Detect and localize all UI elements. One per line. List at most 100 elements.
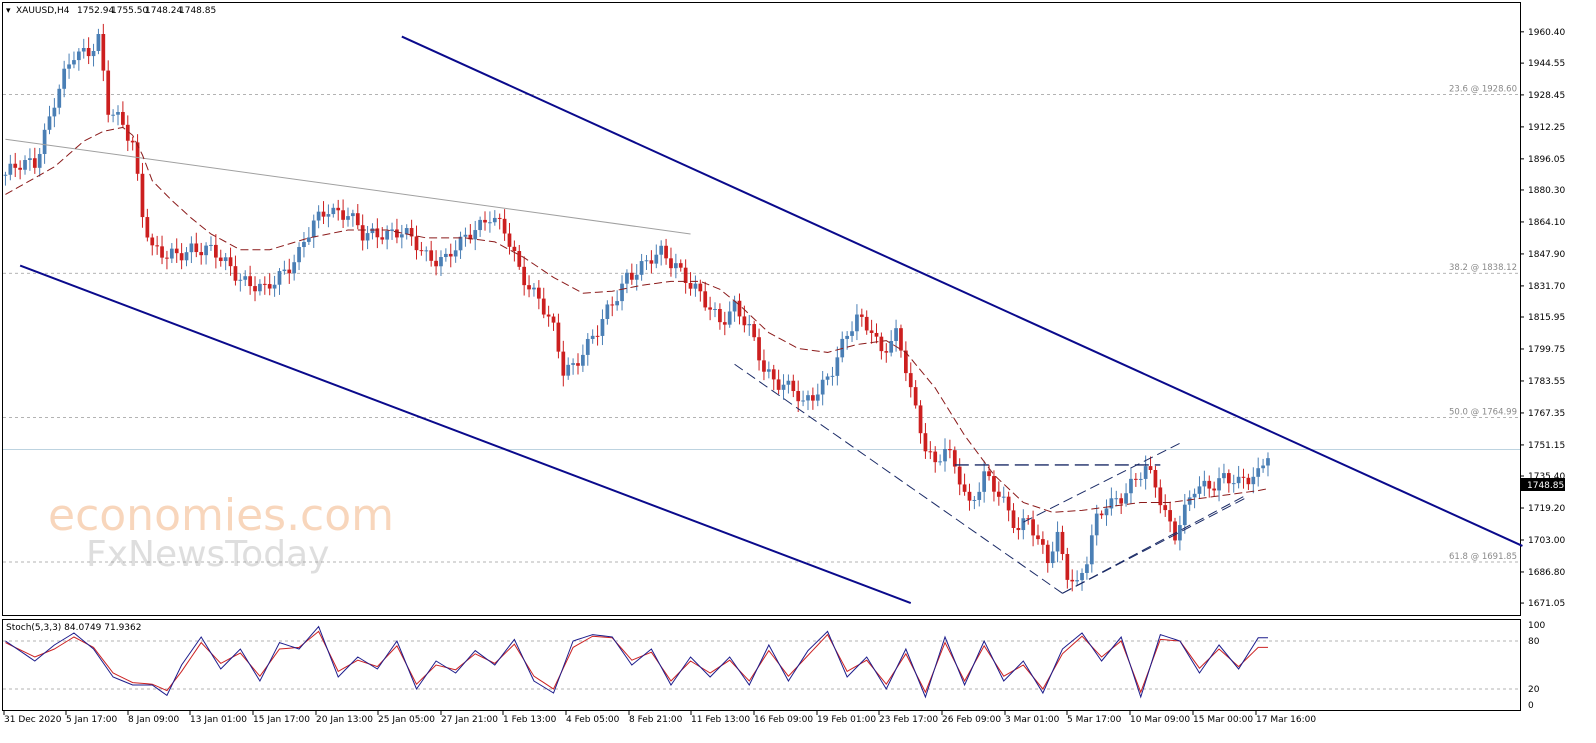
candle-bear	[140, 173, 145, 218]
candle-bull	[243, 276, 248, 280]
candle-bear	[1163, 505, 1168, 511]
candle-bull	[67, 64, 71, 69]
candle-bull	[1197, 486, 1202, 494]
time-tick-label: 8 Jan 09:00	[128, 715, 180, 725]
candle-bear	[106, 70, 111, 115]
candle-bull	[654, 254, 659, 264]
candle-bear	[1065, 554, 1070, 580]
candle-bull	[390, 229, 394, 231]
candle-bull	[1182, 504, 1187, 526]
candle-bull	[1217, 478, 1221, 491]
chart-symbol: XAUUSD,H4	[16, 6, 70, 16]
time-tick-label: 25 Jan 05:00	[378, 715, 435, 725]
candle-bull	[302, 241, 306, 248]
price-tick-label: 1847.90	[1528, 250, 1565, 260]
price-tick-label: 1944.55	[1528, 59, 1565, 69]
candle-bear	[194, 243, 199, 253]
candle-bear	[576, 363, 580, 366]
candle-bull	[1114, 498, 1119, 500]
price-tick-label: 1735.40	[1528, 472, 1565, 482]
candle-bull	[404, 228, 409, 235]
candle-bear	[121, 111, 125, 125]
candle-bull	[292, 262, 297, 274]
candle-bear	[610, 304, 615, 306]
candle-bull	[806, 395, 810, 401]
candle-bull	[693, 283, 698, 289]
candle-bear	[908, 373, 913, 388]
candle-bull	[1251, 476, 1256, 485]
current-price-label: 1748.85	[1527, 481, 1564, 491]
candle-bear	[434, 260, 438, 267]
candle-bull	[282, 269, 287, 272]
stoch-signal-line	[5, 630, 1268, 694]
candle-bear	[483, 219, 487, 223]
candle-bull	[238, 279, 243, 281]
candle-bear	[928, 451, 933, 453]
candle-bear	[419, 250, 424, 252]
stoch-header: Stoch(5,3,3) 84.0749 71.9362	[6, 623, 141, 633]
candle-bull	[845, 335, 849, 339]
candle-bull	[532, 287, 536, 290]
candle-bear	[536, 287, 541, 299]
time-tick-label: 20 Jan 13:00	[316, 715, 373, 725]
candle-bear	[1246, 477, 1251, 485]
candle-bear	[664, 245, 668, 259]
candle-bull	[820, 379, 825, 395]
candle-bear	[1045, 544, 1050, 564]
candle-bull	[1236, 476, 1241, 484]
candle-bull	[57, 88, 62, 108]
candle-bull	[399, 234, 404, 238]
candle-bull	[600, 319, 605, 336]
watermark-economies: economies.com	[48, 490, 394, 541]
candle-bear	[380, 237, 385, 240]
candle-bull	[644, 260, 649, 262]
candle-bear	[165, 257, 169, 259]
ohlc-high: 1755.50	[111, 6, 148, 16]
candle-bull	[1001, 496, 1006, 498]
candle-bull	[385, 230, 390, 240]
candle-bear	[703, 291, 708, 308]
candle-bull	[590, 335, 595, 339]
candle-bear	[18, 167, 22, 170]
grey-trendline	[5, 138, 691, 235]
candle-bear	[341, 210, 345, 220]
candle-bear	[414, 236, 419, 251]
candle-bull	[424, 250, 429, 252]
candle-bull	[1266, 458, 1270, 466]
stoch-tick-label: 20	[1528, 685, 1540, 695]
candle-bull	[47, 116, 52, 130]
candle-bull	[943, 449, 947, 462]
fib-level-label: 61.8 @ 1691.85	[1449, 552, 1517, 562]
rising-channel-dashed-2	[1062, 496, 1249, 594]
candle-bear	[962, 484, 967, 492]
candle-bull	[1055, 531, 1060, 552]
candle-bear	[512, 246, 517, 252]
candle-bull	[1178, 525, 1182, 541]
candle-bear	[1207, 480, 1212, 489]
candle-bear	[145, 217, 150, 238]
candle-bull	[801, 400, 805, 402]
candle-bear	[737, 300, 742, 317]
candle-bull	[1050, 551, 1055, 564]
candle-bull	[81, 48, 86, 52]
candle-bear	[150, 237, 155, 246]
stochastic-oscillator: 100 80 20 0	[3, 621, 1545, 711]
candle-bull	[488, 222, 492, 224]
candle-bull	[306, 237, 311, 242]
candle-bear	[874, 332, 879, 337]
candle-bull	[297, 247, 301, 263]
candle-bear	[546, 314, 551, 317]
candle-bear	[248, 276, 252, 287]
candle-bear	[517, 251, 522, 267]
candle-bull	[23, 160, 27, 170]
candle-bull	[835, 357, 840, 376]
time-tick-label: 10 Mar 09:00	[1130, 715, 1190, 725]
candle-bull	[258, 283, 262, 292]
candle-bear	[771, 369, 776, 380]
candle-bear	[948, 449, 952, 451]
candle-bull	[311, 220, 316, 238]
candle-bear	[429, 250, 434, 261]
symbol-dropdown-icon[interactable]: ▾	[6, 6, 11, 16]
fibonacci-levels: 23.6 @ 1928.60 38.2 @ 1838.12 50.0 @ 1764.…	[3, 85, 1520, 563]
time-tick-label: 17 Mar 16:00	[1256, 715, 1316, 725]
